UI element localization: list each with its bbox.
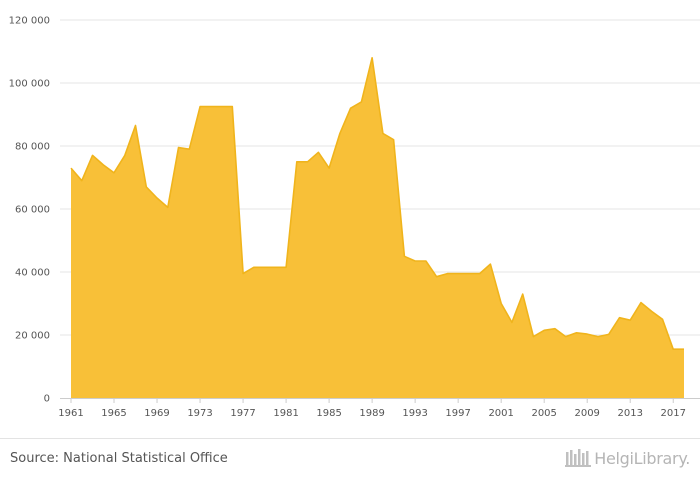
logo-text: HelgiLibrary. [594, 448, 690, 468]
y-tick-label: 0 [44, 394, 50, 405]
x-tick-label: 2013 [618, 408, 643, 419]
y-tick-label: 60 000 [15, 205, 50, 216]
plot-area [70, 57, 684, 399]
x-tick-label: 2009 [574, 408, 599, 419]
x-tick-label: 1973 [187, 408, 212, 419]
series-line [70, 57, 684, 350]
x-tick-label: 1997 [445, 408, 470, 419]
x-tick-label: 1969 [144, 408, 169, 419]
x-tick-label: 1965 [101, 408, 126, 419]
y-axis: 0 20 000 40 000 60 000 80 000 100 000 120 000 [9, 16, 50, 405]
y-tick-label: 40 000 [15, 268, 50, 279]
library-icon [565, 449, 592, 467]
source-note: Source: National Statistical Office [10, 451, 228, 466]
x-tick-label: 2001 [488, 408, 513, 419]
x-tick-label: 1985 [316, 408, 341, 419]
x-tick-label: 1993 [402, 408, 427, 419]
y-tick-label: 120 000 [9, 16, 50, 27]
y-tick-label: 20 000 [15, 331, 50, 342]
series-area [71, 57, 684, 399]
helgilibrary-logo[interactable]: HelgiLibrary. [565, 448, 690, 468]
y-tick-label: 80 000 [15, 142, 50, 153]
x-tick-label: 1961 [58, 408, 83, 419]
x-tick-label: 1977 [230, 408, 255, 419]
x-axis: 1961 1965 1969 1973 1977 1981 1985 1989 1993 1997… [58, 398, 700, 419]
x-tick-label: 1989 [359, 408, 384, 419]
x-tick-label: 2005 [531, 408, 556, 419]
footer-divider [0, 438, 700, 439]
x-tick-label: 1981 [273, 408, 298, 419]
y-tick-label: 100 000 [9, 79, 50, 90]
x-tick-label: 2017 [661, 408, 686, 419]
